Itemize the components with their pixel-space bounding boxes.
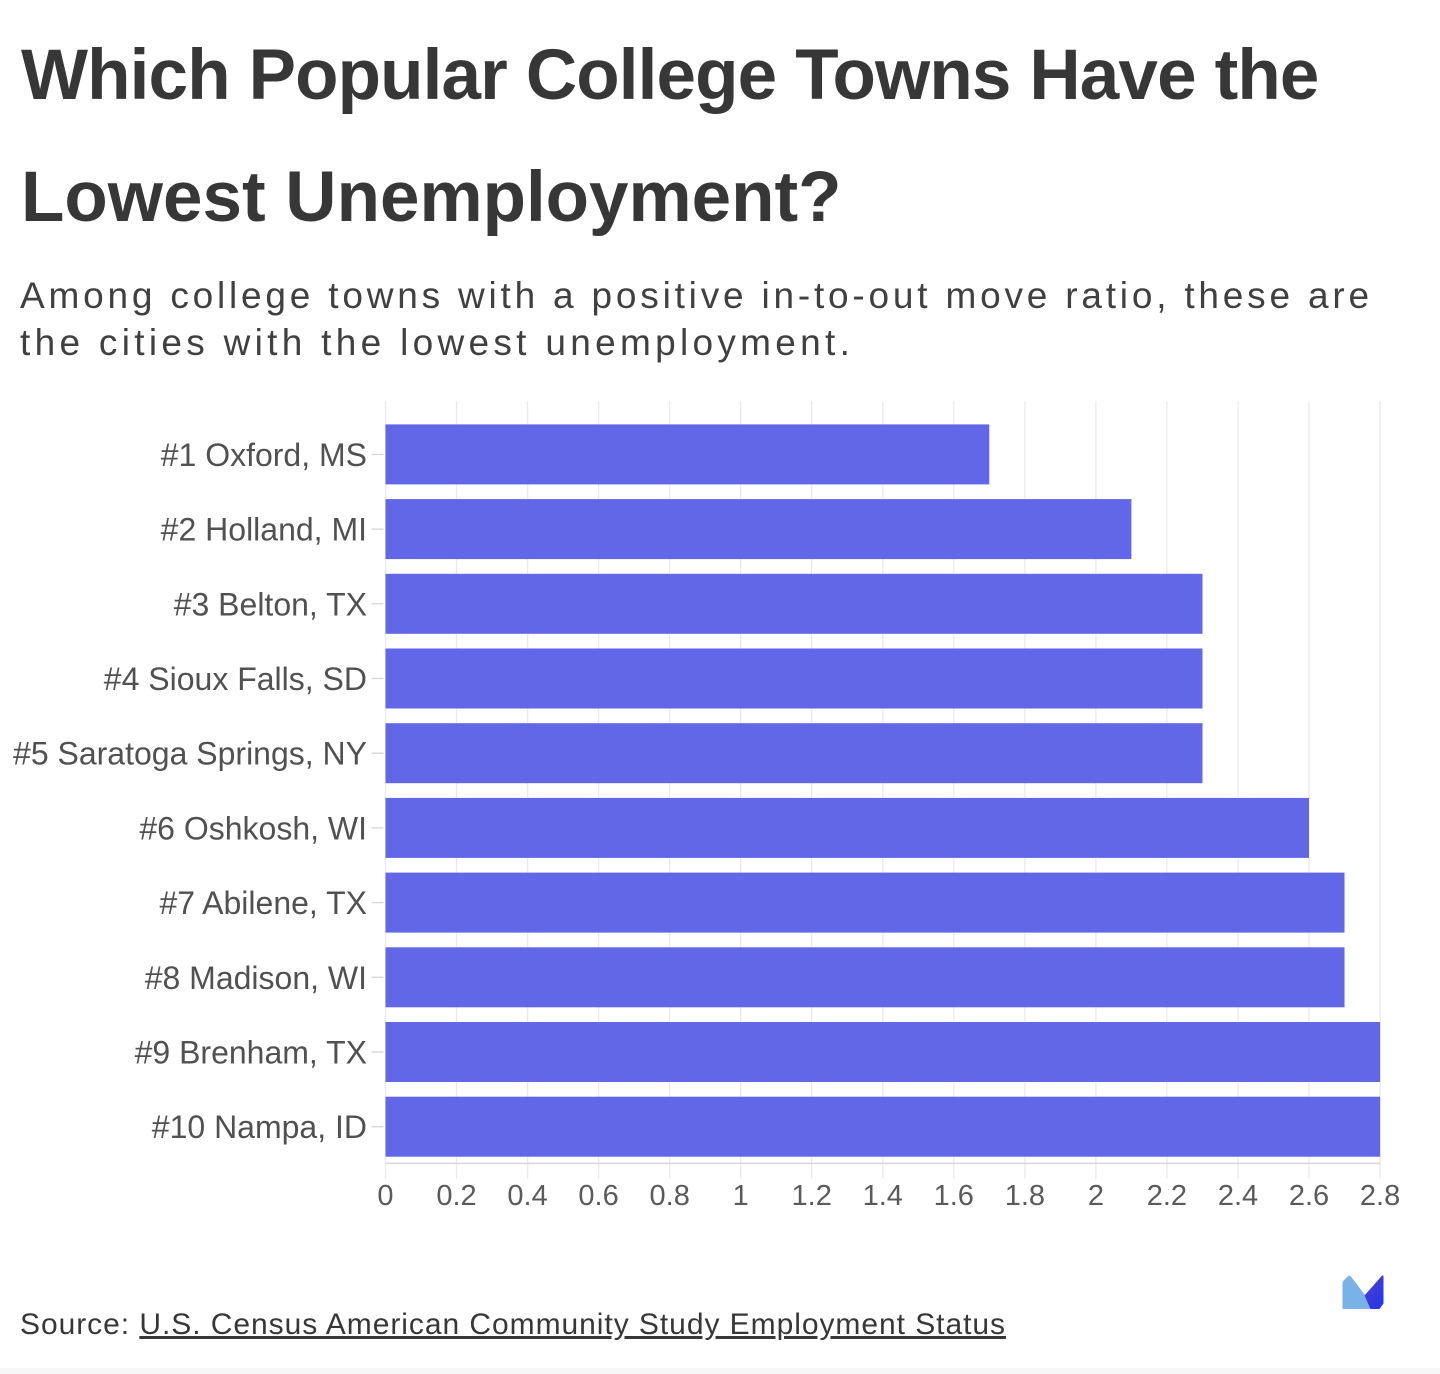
svg-text:1: 1 bbox=[733, 1180, 749, 1212]
svg-text:#1 Oxford, MS: #1 Oxford, MS bbox=[161, 437, 367, 473]
svg-text:0.2: 0.2 bbox=[436, 1180, 476, 1212]
svg-text:2: 2 bbox=[1088, 1180, 1104, 1212]
svg-text:0: 0 bbox=[377, 1180, 393, 1212]
svg-text:2.2: 2.2 bbox=[1147, 1180, 1187, 1212]
svg-text:2.8: 2.8 bbox=[1360, 1180, 1400, 1212]
svg-text:#6 Oshkosh, WI: #6 Oshkosh, WI bbox=[139, 810, 367, 846]
svg-text:#2 Holland, MI: #2 Holland, MI bbox=[161, 512, 367, 548]
svg-text:2.6: 2.6 bbox=[1289, 1180, 1329, 1212]
svg-text:#9 Brenham, TX: #9 Brenham, TX bbox=[135, 1035, 367, 1071]
svg-text:#4 Sioux Falls, SD: #4 Sioux Falls, SD bbox=[104, 661, 367, 697]
svg-text:1.6: 1.6 bbox=[934, 1180, 974, 1212]
svg-text:1.2: 1.2 bbox=[792, 1180, 832, 1212]
svg-text:1.4: 1.4 bbox=[863, 1180, 903, 1212]
svg-text:#7 Abilene, TX: #7 Abilene, TX bbox=[159, 885, 367, 921]
svg-text:#5 Saratoga Springs, NY: #5 Saratoga Springs, NY bbox=[13, 736, 367, 772]
svg-text:#8 Madison, WI: #8 Madison, WI bbox=[145, 960, 367, 996]
svg-text:0.6: 0.6 bbox=[578, 1180, 618, 1212]
svg-text:1.8: 1.8 bbox=[1005, 1180, 1045, 1212]
svg-text:0.8: 0.8 bbox=[650, 1180, 690, 1212]
svg-text:0.4: 0.4 bbox=[507, 1180, 547, 1212]
svg-text:#10 Nampa, ID: #10 Nampa, ID bbox=[152, 1109, 367, 1145]
svg-text:#3 Belton, TX: #3 Belton, TX bbox=[174, 586, 367, 622]
svg-text:2.4: 2.4 bbox=[1218, 1180, 1258, 1212]
